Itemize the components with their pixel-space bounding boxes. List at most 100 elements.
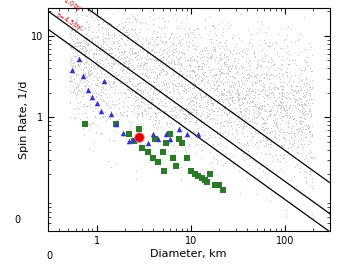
Point [163, 131, 169, 136]
Point [162, 114, 167, 118]
Point [299, 151, 304, 155]
Point [217, 40, 222, 44]
Point [172, 83, 177, 87]
Point [171, 47, 176, 51]
Point [73, 86, 79, 90]
Point [277, 77, 282, 81]
Point [163, 93, 168, 97]
Point [200, 72, 205, 76]
Point [300, 91, 306, 95]
Point [207, 161, 212, 165]
Point [92, 115, 98, 119]
Point [269, 41, 274, 46]
Point [114, 111, 119, 116]
Point [211, 99, 217, 103]
Point [292, 89, 297, 94]
Point [201, 178, 207, 182]
Point [191, 85, 197, 89]
Point [84, 43, 89, 48]
Point [262, 107, 268, 111]
Point [115, 55, 120, 59]
Point [285, 65, 290, 70]
Point [182, 67, 187, 71]
Point [298, 110, 303, 115]
Point [154, 42, 159, 46]
Point [126, 76, 132, 80]
Point [228, 156, 233, 161]
Point [168, 109, 174, 113]
Point [105, 115, 110, 119]
Point [148, 36, 153, 40]
Point [261, 52, 267, 56]
Point [289, 84, 294, 88]
Point [67, 70, 72, 75]
Point [144, 52, 150, 57]
Point [186, 143, 192, 147]
Point [145, 42, 150, 46]
Point [266, 183, 271, 187]
Point [85, 87, 90, 92]
Point [160, 115, 165, 120]
Point [80, 76, 86, 80]
Point [198, 142, 203, 146]
Point [140, 65, 146, 69]
Point [244, 59, 249, 63]
Point [213, 72, 218, 77]
Point [184, 44, 190, 49]
Point [164, 51, 169, 55]
Point [215, 121, 220, 126]
Point [219, 99, 225, 103]
Point [191, 58, 197, 62]
Point [211, 57, 217, 61]
Point [269, 72, 274, 77]
Point [303, 90, 309, 94]
Point [116, 22, 121, 26]
Point [134, 88, 139, 93]
Point [242, 78, 248, 83]
Point [303, 81, 309, 85]
Point [85, 42, 91, 47]
Point [242, 116, 248, 121]
Point [257, 139, 263, 143]
Point [266, 59, 271, 63]
Point [223, 40, 228, 44]
Point [302, 81, 307, 85]
Point [123, 49, 128, 53]
Point [133, 50, 138, 54]
Point [263, 71, 269, 75]
Point [142, 55, 148, 59]
Point [254, 99, 260, 103]
Point [107, 21, 113, 25]
Point [162, 169, 167, 173]
Point [304, 92, 309, 96]
Point [307, 79, 313, 83]
Point [238, 112, 243, 117]
Point [229, 74, 235, 79]
Point [169, 65, 174, 69]
Point [225, 65, 231, 69]
Point [196, 82, 202, 86]
Point [244, 48, 250, 52]
Point [302, 169, 307, 173]
Point [310, 155, 316, 159]
Point [114, 26, 119, 31]
Point [179, 141, 185, 146]
Point [193, 58, 199, 62]
Point [85, 22, 90, 26]
Point [137, 81, 143, 86]
Point [99, 87, 104, 91]
Point [152, 49, 157, 54]
Point [240, 47, 246, 52]
Point [108, 46, 114, 50]
Point [213, 87, 218, 91]
Point [90, 52, 96, 56]
Point [134, 57, 139, 61]
Point [80, 71, 85, 75]
Point [234, 66, 239, 70]
Point [260, 80, 266, 85]
Point [190, 130, 195, 134]
Point [308, 69, 314, 73]
Point [244, 68, 249, 73]
Point [85, 71, 91, 75]
Point [302, 102, 307, 106]
